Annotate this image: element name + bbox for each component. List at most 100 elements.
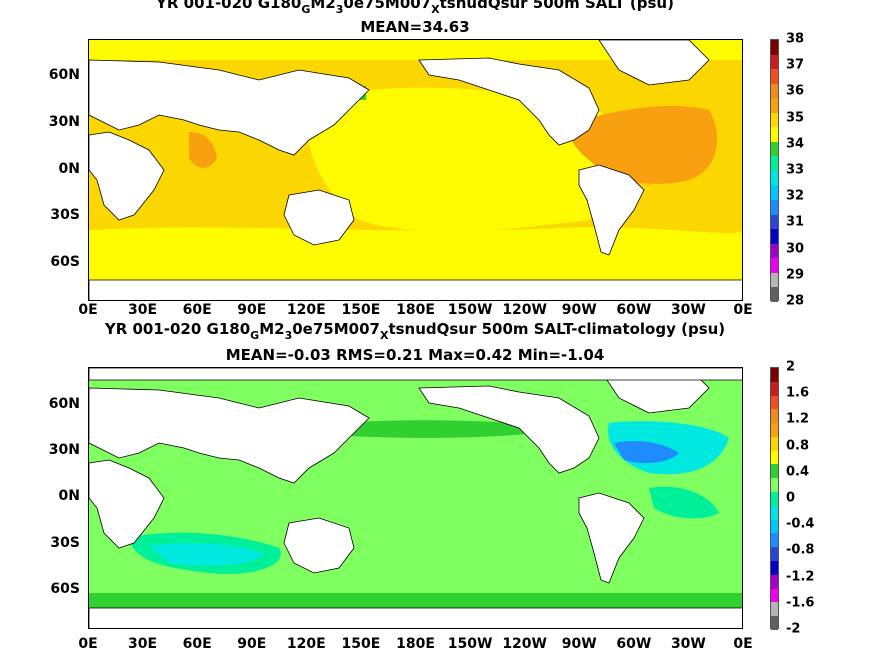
top-lon-label: 60W [616,302,652,318]
bottom-lon-label: 60W [616,636,652,652]
top-colorbar-label: 30 [786,241,805,257]
bottom-title: YR 001-020 G180GM230e75M007XtsnudQsur 50… [104,320,726,342]
top-colorbar-swatch [771,185,778,201]
top-lon-label: 0E [733,302,753,318]
atlantic-saline [568,105,718,184]
top-colorbar-swatch [771,83,778,99]
top-colorbar-swatch [771,40,778,55]
bottom-colorbar-swatch [771,409,778,424]
top-colorbar-label: 37 [786,57,805,73]
top-lat-60s: 60S [50,254,80,270]
bottom-colorbar-swatch [771,588,778,603]
bottom-lat-60n: 60N [48,396,80,412]
bottom-lon-label: 120W [502,636,547,652]
bottom-colorbar-swatch [771,492,778,506]
top-lon-label: 120W [502,302,547,318]
top-title: YR 001-020 G180GM230e75M007XtsnudQsur 50… [156,0,674,16]
top-colorbar-swatch [771,69,778,84]
bottom-colorbar-swatch [771,602,778,617]
top-colorbar-swatch [771,141,778,157]
top-colorbar-label: 34 [786,136,805,152]
top-lon-label: 120E [286,302,326,318]
bottom-colorbar-label: -2 [786,621,801,637]
top-colorbar-swatch [771,243,778,259]
bottom-lon-label: 0E [78,636,98,652]
top-colorbar-swatch [771,258,778,273]
bottom-lon-label: 150E [341,636,381,652]
bottom-lon-label: 0E [733,636,753,652]
bottom-map [88,367,743,629]
bottom-lon-label: 90W [561,636,597,652]
land-masses [89,368,742,628]
arabian-sea-saline [189,132,217,168]
bottom-colorbar-swatch [771,395,778,410]
top-colorbar-swatch [771,214,778,230]
top-colorbar-label: 29 [786,267,805,283]
top-colorbar-label: 28 [786,293,805,309]
top-colorbar-label: 33 [786,162,805,178]
top-colorbar-label: 35 [786,110,805,126]
bottom-colorbar-swatch [771,381,778,396]
top-lon-label: 150W [447,302,493,318]
bottom-lon-label: 150W [447,636,493,652]
south-atlantic-low [649,486,719,519]
top-colorbar-swatch [771,112,778,128]
pacific-high-band [339,420,559,438]
bottom-lat-30n: 30N [48,442,80,458]
bottom-lon-label: 120E [286,636,326,652]
top-colorbar-swatch [771,272,778,288]
top-colorbar-swatch [771,127,778,142]
top-colorbar-swatch [771,200,778,215]
bottom-colorbar-swatch [771,616,778,630]
top-map [88,39,743,301]
pacific-fresh-region [306,87,618,232]
top-colorbar-label: 31 [786,214,805,230]
bottom-lon-label: 90E [237,636,267,652]
top-colorbar-label: 38 [786,31,805,47]
bottom-lon-label: 30W [670,636,706,652]
top-subtitle: MEAN=34.63 [360,18,470,36]
top-lon-label: 90E [237,302,267,318]
top-lon-label: 30W [670,302,706,318]
bottom-colorbar-label: 2 [786,359,796,375]
top-lon-label: 60E [182,302,212,318]
top-colorbar-swatch [771,229,778,244]
bottom-colorbar-swatch [771,560,778,575]
land-masses [89,40,742,300]
top-lat-30n: 30N [48,114,80,130]
bottom-colorbar-swatch [771,505,778,520]
bottom-colorbar-label: 0.8 [786,438,810,454]
bottom-lat-60s: 60S [50,581,80,597]
bottom-lat-0n: 0N [58,488,80,504]
top-lon-label: 90W [561,302,597,318]
top-colorbar [770,39,779,302]
arctic-fresh-band [89,40,742,60]
bottom-colorbar-swatch [771,574,778,589]
top-lon-label: 30E [128,302,158,318]
bottom-colorbar-label: -0.8 [786,542,815,558]
southern-fresh-band [89,227,742,280]
southern-high-band [89,593,742,608]
top-lon-label: 180E [396,302,435,318]
bottom-lon-label: 30E [128,636,158,652]
southern-indian-lower [149,543,264,566]
bottom-colorbar-label: 1.2 [786,411,810,427]
bottom-colorbar-swatch [771,547,778,561]
top-colorbar-swatch [771,98,778,113]
bottom-colorbar-label: -1.2 [786,569,815,585]
top-colorbar-label: 36 [786,83,805,99]
bottom-colorbar-label: 0.4 [786,464,810,480]
top-colorbar-label: 32 [786,188,805,204]
bottom-colorbar-label: 0 [786,490,796,506]
bottom-colorbar-swatch [771,478,778,493]
bottom-colorbar-label: -1.6 [786,595,815,611]
top-colorbar-swatch [771,54,778,70]
top-lon-label: 0E [78,302,98,318]
bottom-colorbar-swatch [771,436,778,451]
top-lat-30s: 30S [50,207,80,223]
top-lon-label: 150E [341,302,381,318]
top-colorbar-swatch [771,287,778,302]
top-lat-60n: 60N [48,67,80,83]
bottom-colorbar-swatch [771,464,778,479]
bottom-colorbar-swatch [771,368,778,382]
